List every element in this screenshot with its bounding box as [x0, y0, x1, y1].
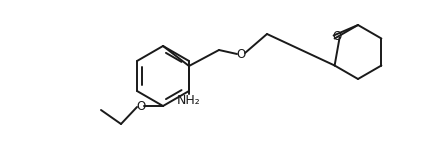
Text: O: O	[136, 99, 146, 112]
Text: O: O	[332, 30, 341, 43]
Text: O: O	[236, 47, 246, 60]
Text: NH₂: NH₂	[177, 95, 201, 108]
